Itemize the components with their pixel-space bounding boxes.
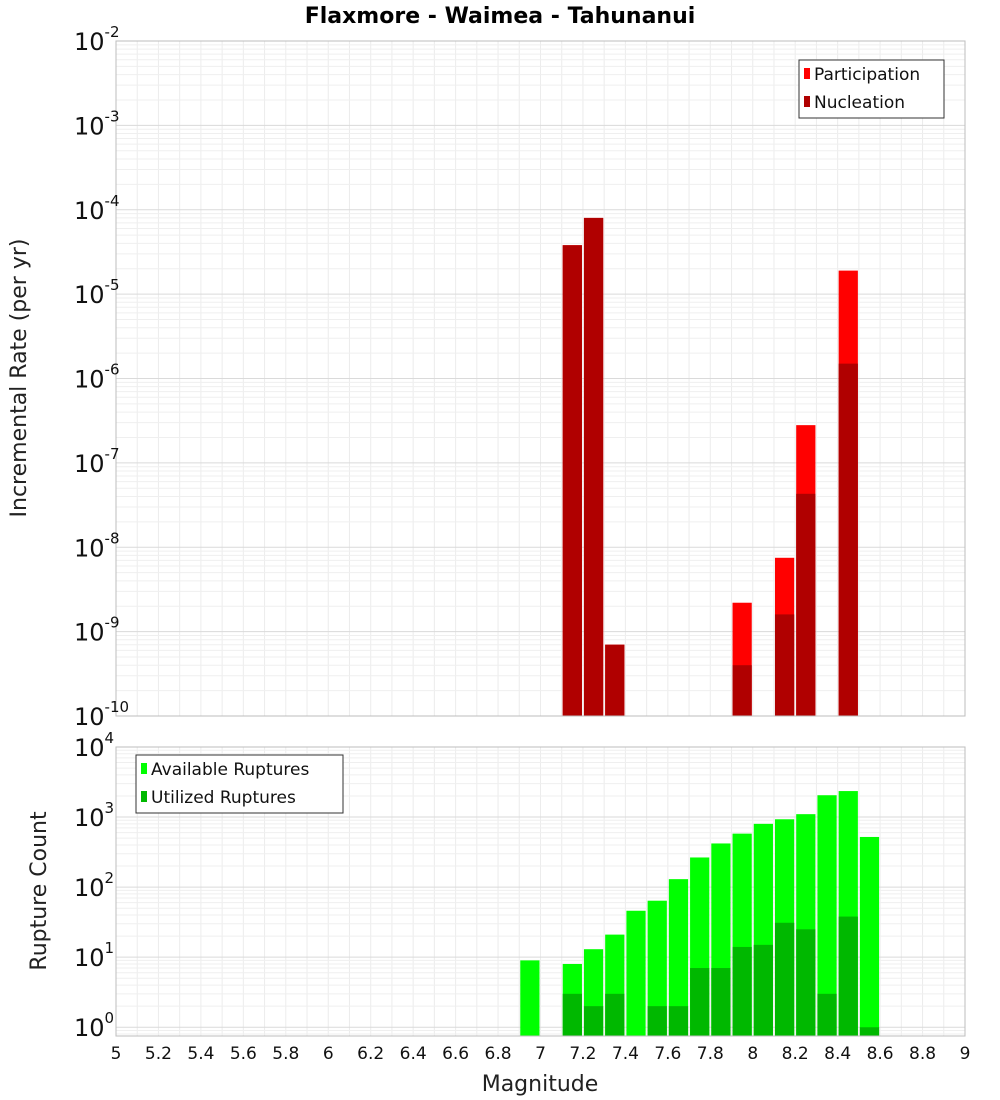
bar [838,363,858,716]
legend-entry: Utilized Ruptures [151,788,296,808]
legend-swatch [141,791,147,802]
x-tick-label: 5 [111,1044,122,1064]
bar [774,614,795,716]
bar [520,960,540,1036]
x-tick-label: 8.6 [867,1044,894,1064]
x-axis-ticks: 5 5.2 5.4 5.6 5.8 6 6.2 6.4 6.6 6.8 7 7.2 7.4 7.6 7.8 8… [111,1044,971,1064]
bar [753,944,773,1036]
x-tick-label: 8 [747,1044,758,1064]
x-tick-label: 7.8 [697,1044,724,1064]
y-tick-label: 10-5 [74,276,120,309]
bar [668,879,689,1036]
x-tick-label: 8.8 [909,1044,936,1064]
bar [690,968,710,1036]
y-tick-label: 10-2 [74,23,120,56]
y-tick-label: 10-7 [74,445,120,478]
y-tick-label: 10-10 [74,698,129,731]
rate-panel: 10-2 10-3 10-4 10-5 10-6 10-7 10-8 10-9 10-10 Inc… [7,23,966,731]
x-tick-label: 5.8 [272,1044,299,1064]
y-axis-label: Rupture Count [27,811,52,971]
bar [774,922,795,1036]
bar [817,993,837,1036]
bar [796,493,816,716]
legend-entry: Available Ruptures [151,760,309,780]
bar [732,665,752,716]
y-tick-label: 10-4 [74,192,120,225]
y-tick-label: 10-3 [74,107,120,140]
series-nucleation [562,217,858,717]
legend-swatch [804,68,810,79]
bar [583,217,604,716]
bar [796,929,816,1036]
legend-entry: Nucleation [814,93,905,113]
x-tick-label: 5.6 [230,1044,257,1064]
x-tick-label: 9 [960,1044,971,1064]
x-tick-label: 5.2 [145,1044,172,1064]
y-tick-label: 10-9 [74,614,120,647]
y-tick-label: 10-6 [74,361,120,394]
bar [647,1006,667,1036]
x-tick-label: 6 [323,1044,334,1064]
x-axis-label: Magnitude [482,1072,599,1097]
bar [817,795,837,1036]
x-tick-label: 7.4 [612,1044,639,1064]
bar [859,836,880,1036]
bar [583,1006,604,1036]
x-tick-label: 7 [535,1044,546,1064]
y-tick-label: 102 [74,869,114,902]
bar [605,644,625,716]
bar [838,916,858,1036]
x-tick-label: 7.6 [654,1044,681,1064]
bar [732,946,752,1036]
bar [859,1027,880,1036]
legend-box [135,754,344,814]
x-tick-label: 6.8 [485,1044,512,1064]
plot-frame [115,40,966,717]
x-tick-label: 6.2 [357,1044,384,1064]
rupture-count-panel: 104 103 102 101 100 Rupture Count Available Ru… [27,729,966,1042]
bar [605,993,625,1036]
plot-frame [115,746,966,1037]
bar [647,900,667,1036]
gridlines [115,41,966,717]
legend-entry: Participation [814,65,920,85]
x-tick-label: 5.4 [187,1044,214,1064]
x-tick-label: 6.4 [400,1044,427,1064]
bar [562,245,582,717]
bar [711,968,731,1036]
y-tick-label: 100 [74,1009,114,1042]
legend: Participation Nucleation [798,59,945,119]
bar [626,910,646,1036]
chart-title: Flaxmore - Waimea - Tahunanui [305,4,696,29]
legend-box [798,59,945,119]
legend: Available Ruptures Utilized Ruptures [135,754,344,814]
y-tick-label: 101 [74,939,114,972]
bar [668,1006,689,1036]
y-axis-label: Incremental Rate (per yr) [7,239,32,518]
series-utilized-ruptures [562,916,880,1036]
x-tick-label: 6.6 [442,1044,469,1064]
x-tick-label: 8.2 [782,1044,809,1064]
legend-swatch [804,96,810,107]
y-tick-label: 103 [74,799,114,832]
y-tick-label: 10-8 [74,529,120,562]
x-tick-label: 7.2 [569,1044,596,1064]
legend-swatch [141,763,147,774]
x-tick-label: 8.4 [824,1044,851,1064]
bar [562,993,582,1036]
y-tick-label: 104 [74,729,114,762]
